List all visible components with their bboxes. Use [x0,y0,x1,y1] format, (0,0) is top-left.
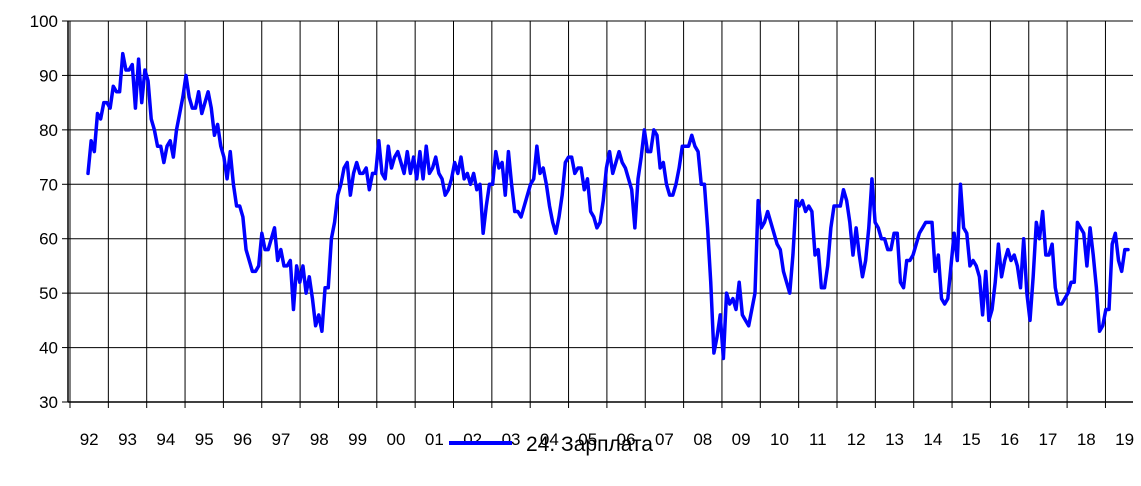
x-tick-label: 13 [885,430,904,449]
x-tick-label: 02 [463,430,482,449]
y-tick-label: 30 [39,393,58,412]
x-tick-label: 96 [233,430,252,449]
x-tick-label: 15 [962,430,981,449]
x-tick-label: 16 [1000,430,1019,449]
x-tick-label: 03 [502,430,521,449]
x-tick-label: 14 [923,430,942,449]
grid-lines [68,21,1141,402]
legend-label: 24. Зарплата [526,433,653,456]
x-tick-label: 18 [1077,430,1096,449]
x-tick-label: 07 [655,430,674,449]
y-axis-ticks: 30 40 50 60 70 80 90 100 [30,12,68,412]
x-tick-label: 97 [271,430,290,449]
y-tick-label: 70 [39,175,58,194]
x-tick-label: 17 [1038,430,1057,449]
x-tick-label: 92 [80,430,99,449]
x-tick-label: 01 [425,430,444,449]
y-tick-label: 60 [39,230,58,249]
x-tick-label: 10 [770,430,789,449]
x-tick-label: 98 [310,430,329,449]
x-tick-label: 00 [387,430,406,449]
y-tick-label: 40 [39,339,58,358]
x-tick-label: 09 [732,430,751,449]
y-tick-label: 100 [30,12,58,31]
series-layer [88,54,1128,359]
series-line [88,54,1128,359]
y-tick-label: 50 [39,284,58,303]
x-tick-label: 94 [156,430,175,449]
x-tick-label: 12 [847,430,866,449]
x-tick-label: 08 [693,430,712,449]
x-tick-label: 11 [809,430,827,449]
y-tick-label: 90 [39,66,58,85]
x-tick-label: 99 [348,430,367,449]
x-tick-label: 19 [1115,430,1134,449]
x-tick-label: 95 [195,430,214,449]
y-tick-label: 80 [39,121,58,140]
x-tick-label: 93 [118,430,137,449]
